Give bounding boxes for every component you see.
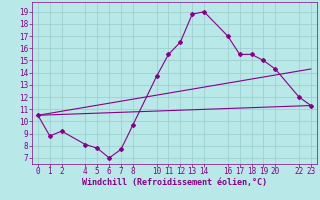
X-axis label: Windchill (Refroidissement éolien,°C): Windchill (Refroidissement éolien,°C) bbox=[82, 178, 267, 187]
